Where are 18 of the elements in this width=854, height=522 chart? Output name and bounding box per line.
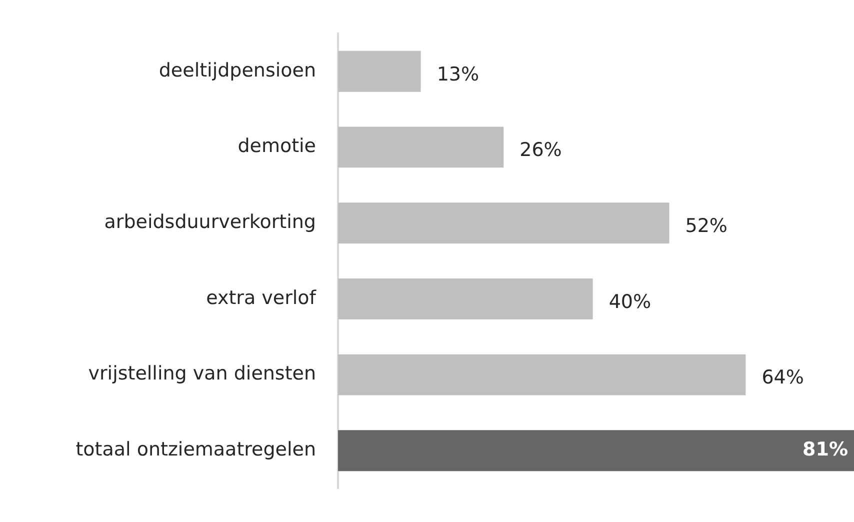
bar: [338, 278, 593, 320]
bar: [338, 202, 670, 244]
y-tick-label: totaal ontziemaatregelen: [76, 438, 316, 461]
data-label: 40%: [608, 290, 652, 313]
data-label: 13%: [436, 63, 480, 86]
data-label: 26%: [520, 139, 562, 162]
y-tick-label: extra verlof: [206, 286, 318, 309]
data-label: 64%: [762, 366, 804, 389]
y-tick-label: vrijstelling van diensten: [88, 362, 316, 385]
data-label: 81%: [802, 438, 848, 461]
y-tick-label: arbeidsduurverkorting: [104, 211, 316, 234]
bar: [338, 50, 421, 92]
data-label: 52%: [685, 215, 728, 238]
bar: [338, 430, 854, 472]
y-tick-label: demotie: [238, 135, 316, 158]
bar: [338, 126, 504, 168]
bar: [338, 354, 746, 396]
y-tick-label: deeltijdpensioen: [158, 59, 316, 82]
